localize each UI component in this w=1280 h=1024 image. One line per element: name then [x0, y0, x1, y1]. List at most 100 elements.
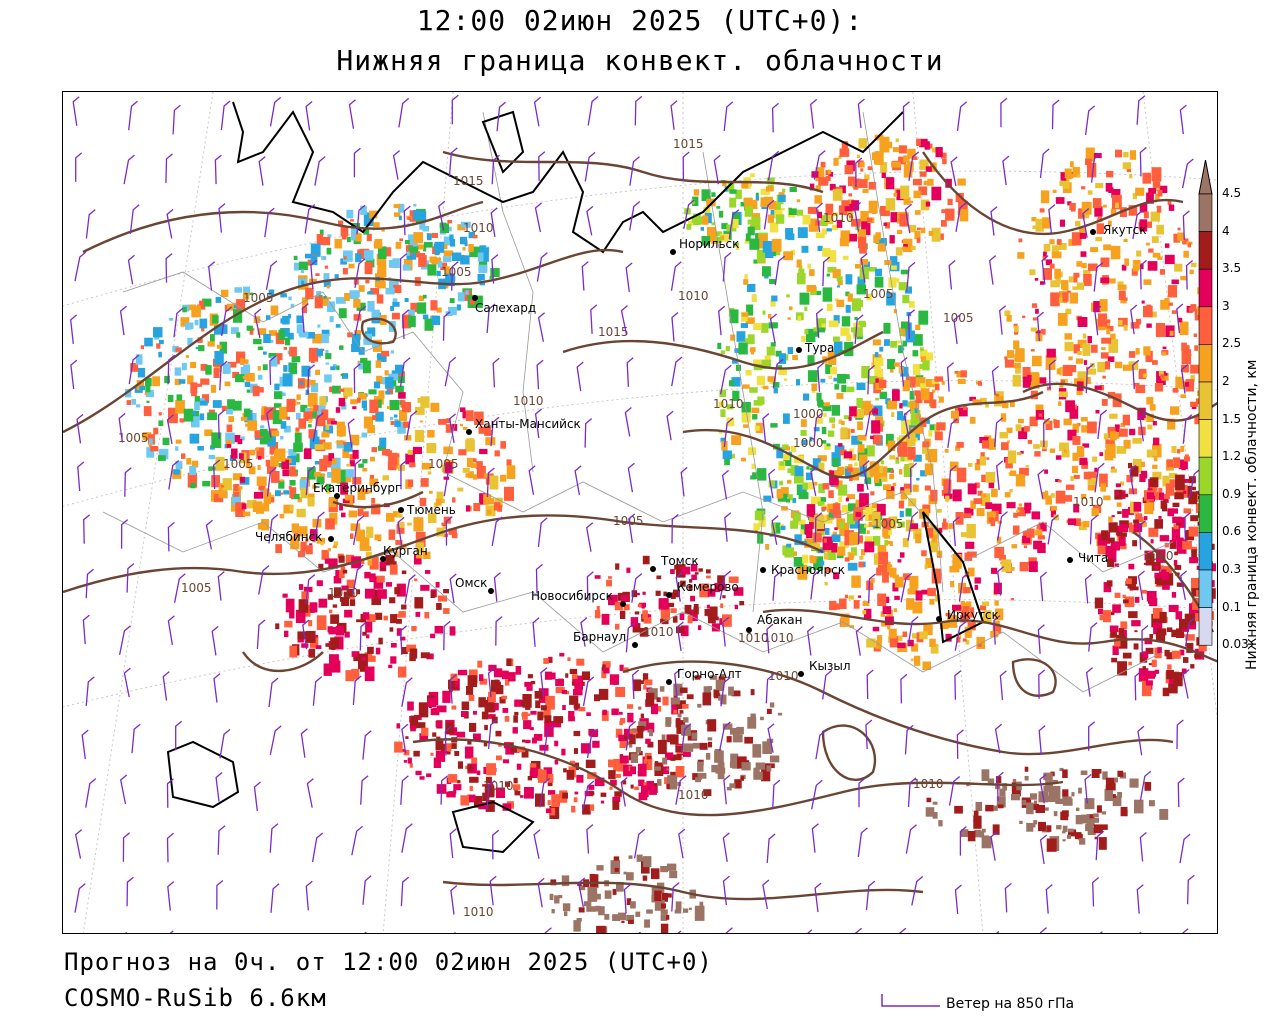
city-label: Омск	[455, 576, 487, 590]
city-marker	[620, 601, 626, 607]
legend-tick-label: 0.3	[1222, 562, 1242, 576]
city-marker	[488, 588, 494, 594]
isobar-label: 1010	[713, 397, 744, 411]
city-label: Челябинск	[255, 530, 322, 544]
city-marker	[466, 429, 472, 435]
legend-colorbar: 4.5 4 3.5 3 2.5 2 1.5 1.2 0.9 0.6 0.3 0.1 0.03	[1198, 159, 1278, 670]
city-marker	[632, 642, 638, 648]
city-marker	[666, 592, 672, 598]
wind-legend: Ветер на 850 гПа	[878, 988, 1138, 1018]
city-marker	[1090, 229, 1096, 235]
isobar-label: 1005	[118, 431, 149, 445]
city-label: Новосибирск	[531, 589, 613, 603]
isobar-label: 1015	[673, 137, 704, 151]
city-marker	[398, 507, 404, 513]
isobar-label: 1005	[943, 311, 974, 325]
legend-tick-label: 2.5	[1222, 336, 1242, 351]
isobar-label: 1005	[441, 265, 472, 279]
city-marker	[334, 493, 340, 499]
city-marker	[936, 616, 942, 622]
isobar-label: 1010	[913, 777, 944, 791]
isobar-label: 1010	[823, 211, 854, 225]
isobar-label: 1010	[463, 905, 494, 919]
isobar-label: 1010	[763, 631, 794, 645]
cloud-field	[125, 134, 1216, 933]
legend-swatch	[1198, 494, 1213, 533]
isobar-label: 1005	[223, 457, 254, 471]
legend-tick-label: 1.5	[1222, 411, 1242, 426]
legend-tick-label: 2	[1222, 374, 1230, 388]
legend-tick-label: 0.03	[1222, 637, 1249, 652]
city-marker	[746, 627, 752, 633]
legend-tick-label: 4.5	[1222, 186, 1242, 200]
legend-swatch	[1198, 607, 1213, 646]
legend-title: Нижняя граница конвект. облачности, км	[1244, 359, 1260, 670]
city-label: Абакан	[757, 613, 802, 627]
wind-legend-label: Ветер на 850 гПа	[946, 996, 1075, 1012]
isobar-label: 1010	[513, 394, 544, 408]
isobar-label: 1015	[598, 325, 629, 339]
city-label: Салехард	[475, 301, 536, 315]
legend-swatch	[1198, 532, 1213, 571]
isobar-label: 1010	[768, 669, 799, 683]
city-label: Иркутск	[947, 608, 999, 622]
wind-barbs-850hPa	[70, 94, 1201, 933]
city-marker	[650, 566, 656, 572]
legend-color-scale	[1198, 159, 1213, 646]
isobar-label: 1010	[643, 625, 674, 639]
isobar-label: 1010	[483, 779, 514, 793]
city-label: Кызыл	[809, 659, 851, 673]
wind-barb-sample	[881, 994, 940, 1007]
city-label: Тюмень	[406, 503, 456, 517]
city-label: Екатеринбург	[313, 481, 401, 495]
legend-swatch	[1198, 569, 1213, 608]
isobar-label: 1015	[453, 174, 484, 188]
forecast-map: 1015 1015 1010 1005 1005 1010 1015 1010 1010 1005…	[62, 91, 1218, 934]
legend-tick-label: 3	[1222, 298, 1230, 313]
legend-swatch	[1198, 193, 1213, 232]
city-label: Барнаул	[573, 630, 626, 644]
city-label: Чита	[1078, 551, 1108, 565]
city-label: Кемерово	[677, 580, 739, 594]
isobar-label: 1005	[243, 291, 274, 305]
city-label: Горно-Алт	[677, 667, 742, 681]
legend-swatch	[1198, 381, 1213, 420]
city-marker	[328, 536, 334, 542]
isobar-label: 1005	[863, 287, 894, 301]
isobar-label: 1000	[793, 436, 824, 450]
region-borders	[102, 111, 1174, 693]
legend-tick-label: 4	[1222, 223, 1230, 238]
city-label: Норильск	[679, 237, 739, 251]
isobar-label: 1010	[678, 289, 709, 303]
isobar-label: 1005	[873, 517, 904, 531]
isobars	[63, 150, 1217, 901]
legend-swatch	[1198, 306, 1213, 345]
legend-tick-label: 1.2	[1222, 449, 1242, 464]
isobar-label: 1010	[678, 788, 709, 802]
legend-swatch	[1198, 456, 1213, 496]
legend-tick-label: 0.1	[1222, 599, 1242, 614]
city-marker	[666, 679, 672, 685]
legend-tick-label: 0.6	[1222, 524, 1242, 539]
legend-tick-label: 0.9	[1222, 486, 1242, 501]
city-marker	[798, 671, 804, 677]
legend-swatch	[1198, 268, 1213, 308]
legend-swatch	[1198, 231, 1213, 270]
city-label: Якутск	[1103, 223, 1147, 237]
isobar-label: 1005	[613, 514, 644, 528]
city-label: Красноярск	[771, 563, 845, 577]
city-label: Тура	[804, 341, 834, 355]
city-marker	[670, 249, 676, 255]
legend-tick-label: 3.5	[1222, 261, 1242, 276]
city-marker	[380, 556, 386, 562]
isobar-label: 1010	[738, 631, 769, 645]
coastline	[166, 101, 985, 854]
city-marker	[472, 295, 478, 301]
model-name: COSMO-RuSib 6.6км	[64, 984, 327, 1012]
isobar-label: 1000	[793, 407, 824, 421]
map-title-parameter: Нижняя граница конвект. облачности	[336, 44, 944, 77]
isobar-label: 1010	[328, 586, 359, 600]
isobar-label: 1005	[428, 457, 459, 471]
city-label: Курган	[383, 544, 428, 558]
